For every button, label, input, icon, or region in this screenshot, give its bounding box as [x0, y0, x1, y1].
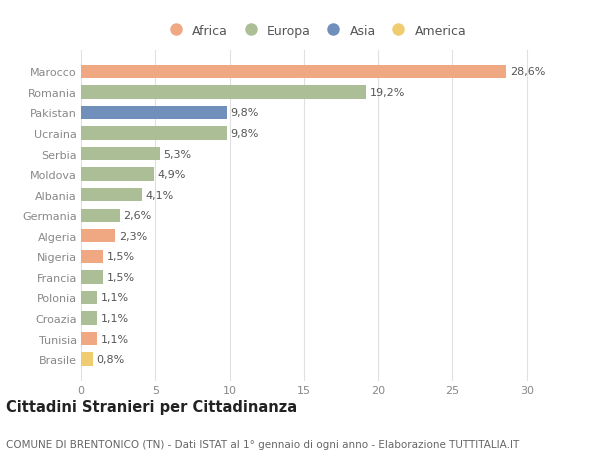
Text: 1,1%: 1,1%	[101, 313, 129, 323]
Text: Cittadini Stranieri per Cittadinanza: Cittadini Stranieri per Cittadinanza	[6, 399, 297, 414]
Bar	[81, 250, 103, 263]
Bar	[81, 209, 119, 223]
Bar	[81, 86, 366, 99]
Text: 1,5%: 1,5%	[107, 272, 135, 282]
Text: 2,3%: 2,3%	[119, 231, 147, 241]
Text: 1,5%: 1,5%	[107, 252, 135, 262]
Text: 5,3%: 5,3%	[163, 149, 191, 159]
Text: 4,9%: 4,9%	[158, 170, 186, 180]
Bar	[81, 168, 154, 181]
Text: 9,8%: 9,8%	[230, 108, 259, 118]
Bar	[81, 291, 97, 304]
Bar	[81, 332, 97, 346]
Text: 4,1%: 4,1%	[146, 190, 174, 200]
Text: 0,8%: 0,8%	[97, 354, 125, 364]
Legend: Africa, Europa, Asia, America: Africa, Europa, Asia, America	[164, 25, 466, 38]
Text: 28,6%: 28,6%	[509, 67, 545, 77]
Text: 9,8%: 9,8%	[230, 129, 259, 139]
Bar	[81, 106, 227, 120]
Bar	[81, 312, 97, 325]
Text: 1,1%: 1,1%	[101, 293, 129, 303]
Text: COMUNE DI BRENTONICO (TN) - Dati ISTAT al 1° gennaio di ogni anno - Elaborazione: COMUNE DI BRENTONICO (TN) - Dati ISTAT a…	[6, 440, 519, 449]
Text: 19,2%: 19,2%	[370, 88, 406, 98]
Text: 2,6%: 2,6%	[124, 211, 152, 221]
Bar	[81, 230, 115, 243]
Bar	[81, 271, 103, 284]
Bar	[81, 147, 160, 161]
Bar	[81, 189, 142, 202]
Text: 1,1%: 1,1%	[101, 334, 129, 344]
Bar	[81, 127, 227, 140]
Bar	[81, 353, 93, 366]
Bar	[81, 66, 506, 79]
